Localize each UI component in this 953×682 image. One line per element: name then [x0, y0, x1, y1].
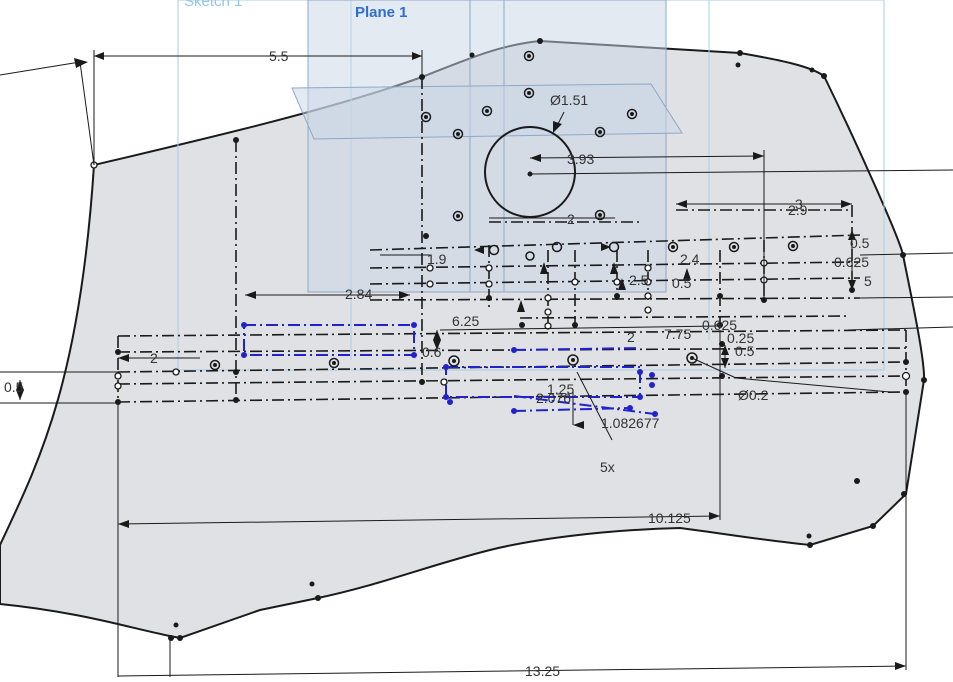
dim-2-4[interactable]: 2.4	[680, 251, 700, 267]
dim-5x[interactable]: 5x	[600, 459, 615, 475]
selected-points[interactable]	[241, 322, 658, 417]
dim-6-25[interactable]: 6.25	[452, 313, 479, 329]
dim-0-5-left[interactable]: 0.5	[4, 379, 24, 395]
dim-0-5-right[interactable]: 0.5	[850, 235, 870, 251]
dim-0-6[interactable]: 0.6	[422, 344, 442, 360]
dim-10-125[interactable]: 10.125	[648, 510, 691, 526]
dim-5-5[interactable]: 5.5	[269, 48, 289, 64]
dim-3-93[interactable]: 3.93	[567, 151, 594, 167]
dim-2-9[interactable]: 2.9	[788, 202, 808, 218]
dim-1-082677[interactable]: 1.082677	[601, 415, 660, 431]
dim-2-left[interactable]: 2	[150, 350, 158, 366]
plane-1[interactable]	[307, 0, 667, 293]
dim-2-top[interactable]: 2	[567, 211, 575, 227]
dim-0-25[interactable]: 0.25	[727, 330, 754, 346]
dim-0-625-right[interactable]: 0.625	[834, 254, 869, 270]
dim-2-mid[interactable]: 2	[627, 329, 635, 345]
construction-points[interactable]	[115, 38, 927, 641]
sketch-label[interactable]: Sketch 1	[184, 0, 242, 10]
plane-label[interactable]: Plane 1	[355, 4, 408, 21]
dim-5-right[interactable]: 5	[864, 273, 872, 289]
open-points[interactable]	[90, 161, 911, 390]
main-bore-circle[interactable]	[484, 126, 576, 218]
dim-dia-1-51[interactable]: Ø1.51	[550, 92, 588, 108]
dim-13-25[interactable]: 13.25	[525, 663, 560, 679]
dim-1-25[interactable]: 1.25	[547, 381, 574, 397]
dim-2-84[interactable]: 2.84	[345, 286, 372, 302]
dimension-lines[interactable]	[0, 50, 953, 677]
hole-markers[interactable]	[209, 50, 799, 371]
hole-centers	[213, 54, 795, 367]
dimension-arrows	[16, 52, 906, 670]
dim-3[interactable]: 3	[795, 196, 803, 212]
dim-0-5-mid[interactable]: 0.5	[735, 343, 755, 359]
dim-0-625-mid[interactable]: 0.625	[702, 317, 737, 333]
dim-2-5[interactable]: 2.5	[629, 272, 649, 288]
dim-0-5-small[interactable]: 0.5	[672, 275, 692, 291]
sketch-region-outline	[177, 0, 885, 371]
dim-1-9[interactable]: 1.9	[427, 251, 447, 267]
dim-dia-0-2[interactable]: Ø0.2	[738, 387, 769, 403]
dim-7-75[interactable]: 7.75	[664, 326, 691, 342]
dim-2-076[interactable]: 2.076	[536, 390, 571, 406]
selected-geometry[interactable]	[243, 324, 656, 415]
